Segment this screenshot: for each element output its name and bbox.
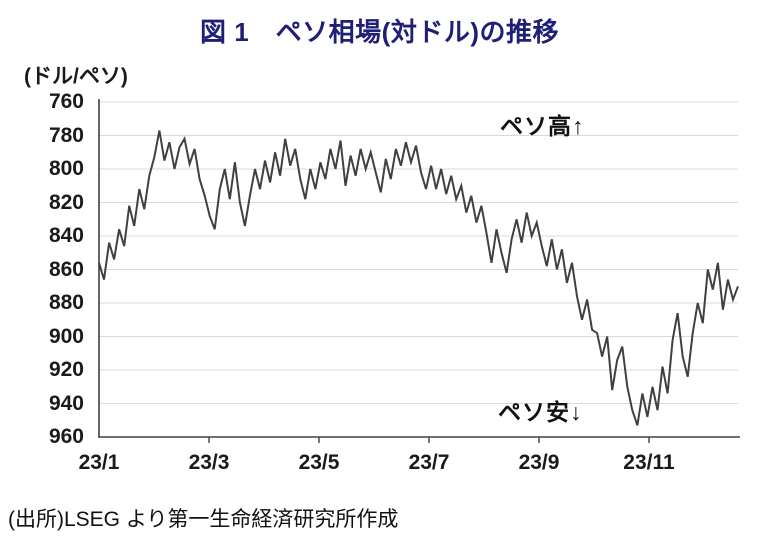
x-tick-label: 23/9 bbox=[518, 451, 560, 474]
y-tick-label: 780 bbox=[48, 123, 84, 147]
y-tick-label: 840 bbox=[48, 224, 84, 247]
y-tick-label: 940 bbox=[48, 391, 84, 415]
y-tick-label: 760 bbox=[48, 90, 84, 113]
y-tick-label: 900 bbox=[48, 324, 84, 348]
annotation-peso-weak: ペソ安↓ bbox=[498, 399, 583, 425]
annotation-peso-strong: ペソ高↑ bbox=[500, 113, 585, 139]
source-note: (出所)LSEG より第一生命経済研究所作成 bbox=[8, 508, 399, 531]
y-axis-unit-label: (ドル/ペソ) bbox=[24, 65, 128, 88]
y-tick-label: 920 bbox=[48, 358, 84, 381]
y-tick-label: 820 bbox=[48, 190, 84, 214]
y-tick-label: 860 bbox=[48, 257, 84, 281]
x-tick-label: 23/5 bbox=[298, 451, 340, 474]
x-tick-label: 23/11 bbox=[623, 451, 675, 474]
figure-title: 図 1 ペソ相場(対ドル)の推移 bbox=[199, 17, 559, 47]
x-tick-label: 23/7 bbox=[408, 451, 450, 474]
peso-rate-series-line bbox=[98, 130, 739, 426]
y-tick-label: 800 bbox=[48, 157, 84, 180]
x-tick-label: 23/3 bbox=[188, 451, 230, 474]
y-tick-label: 880 bbox=[48, 291, 84, 314]
y-tick-label: 960 bbox=[48, 425, 84, 448]
x-tick-label: 23/1 bbox=[78, 451, 120, 474]
